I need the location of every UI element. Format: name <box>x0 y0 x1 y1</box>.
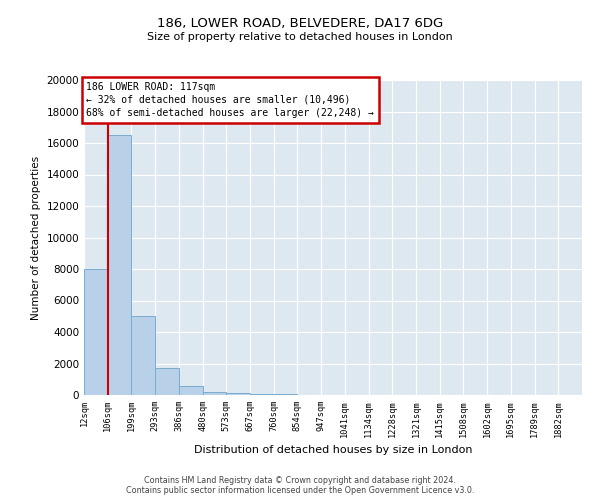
Bar <box>274 394 298 395</box>
Bar <box>155 368 179 395</box>
Bar <box>108 135 131 395</box>
Y-axis label: Number of detached properties: Number of detached properties <box>31 156 41 320</box>
Bar <box>131 316 155 395</box>
Bar <box>203 392 226 395</box>
Bar <box>226 394 250 395</box>
Bar <box>179 386 203 395</box>
Bar <box>84 269 108 395</box>
Text: Contains HM Land Registry data © Crown copyright and database right 2024.
Contai: Contains HM Land Registry data © Crown c… <box>126 476 474 495</box>
Text: 186 LOWER ROAD: 117sqm
← 32% of detached houses are smaller (10,496)
68% of semi: 186 LOWER ROAD: 117sqm ← 32% of detached… <box>86 82 374 118</box>
Text: Size of property relative to detached houses in London: Size of property relative to detached ho… <box>147 32 453 42</box>
Bar <box>250 394 274 395</box>
Text: 186, LOWER ROAD, BELVEDERE, DA17 6DG: 186, LOWER ROAD, BELVEDERE, DA17 6DG <box>157 18 443 30</box>
X-axis label: Distribution of detached houses by size in London: Distribution of detached houses by size … <box>194 445 472 455</box>
